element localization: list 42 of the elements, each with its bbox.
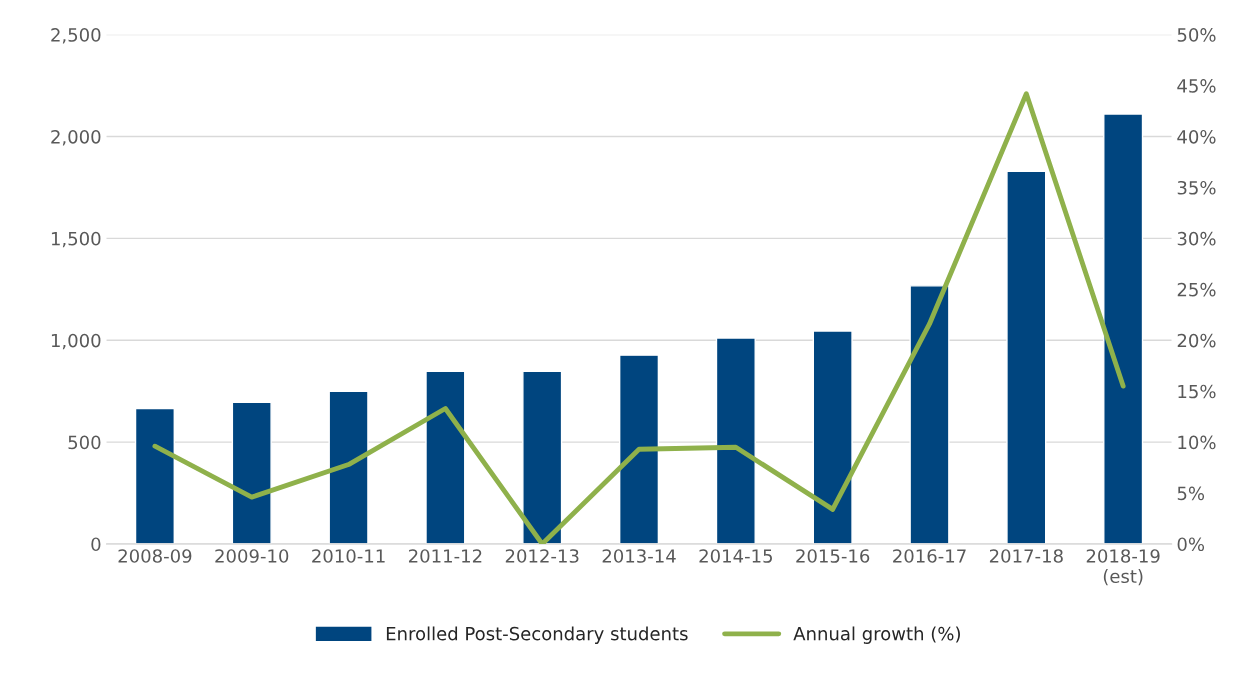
line-series xyxy=(152,91,1126,545)
y2-tick-label: 20% xyxy=(1177,333,1216,348)
x-tick-label: 2008-09 xyxy=(118,549,192,563)
y-tick-label: 2,500 xyxy=(51,28,101,44)
x-tick-label: 2012-13 xyxy=(505,549,579,563)
x-tick-label: 2014-15 xyxy=(699,549,772,563)
y2-tick-label: 15% xyxy=(1178,384,1216,399)
bar xyxy=(1006,170,1047,545)
y-tick-label: 1,500 xyxy=(51,231,101,248)
bar xyxy=(909,285,950,545)
x-tick-label: 2015-16 xyxy=(796,549,870,563)
y2-tick-label: 40% xyxy=(1177,129,1216,144)
x-tick-label: 2009-10 xyxy=(215,549,289,563)
bar xyxy=(231,401,272,545)
y2-tick-label: 30% xyxy=(1177,231,1216,246)
bar xyxy=(1103,113,1144,545)
y2-tick-label: 5% xyxy=(1177,486,1205,501)
x-tick-label: 2013-14 xyxy=(602,549,676,563)
bar xyxy=(425,370,466,545)
x-tick-label: 2010-11 xyxy=(312,549,385,563)
y2-tick-label: 45% xyxy=(1177,79,1216,93)
y-tick-label: 0 xyxy=(91,537,101,552)
legend-label: Annual growth (%) xyxy=(793,626,960,644)
y-tick-label: 2,000 xyxy=(51,129,101,146)
x-tick-label: 2016-17 xyxy=(893,549,966,563)
y-tick-label: 500 xyxy=(68,435,101,450)
y-tick-label: 1,000 xyxy=(51,333,101,350)
legend-label: Enrolled Post-Secondary students xyxy=(386,626,688,644)
y2-tick-label: 10% xyxy=(1178,435,1216,450)
bar xyxy=(812,330,853,545)
x-tick-label: 2018-19 (est) xyxy=(1086,549,1160,586)
y2-tick-label: 35% xyxy=(1177,180,1216,195)
y2-tick-label: 25% xyxy=(1177,282,1216,297)
bar xyxy=(328,390,369,545)
bar xyxy=(522,370,563,545)
y2-tick-label: 50% xyxy=(1177,28,1216,42)
y2-tick-label: 0% xyxy=(1177,537,1205,552)
x-tick-label: 2017-18 xyxy=(989,549,1063,563)
x-tick-label: 2011-12 xyxy=(408,549,482,563)
bar xyxy=(134,407,175,545)
bar xyxy=(715,337,756,545)
bar xyxy=(618,354,660,545)
